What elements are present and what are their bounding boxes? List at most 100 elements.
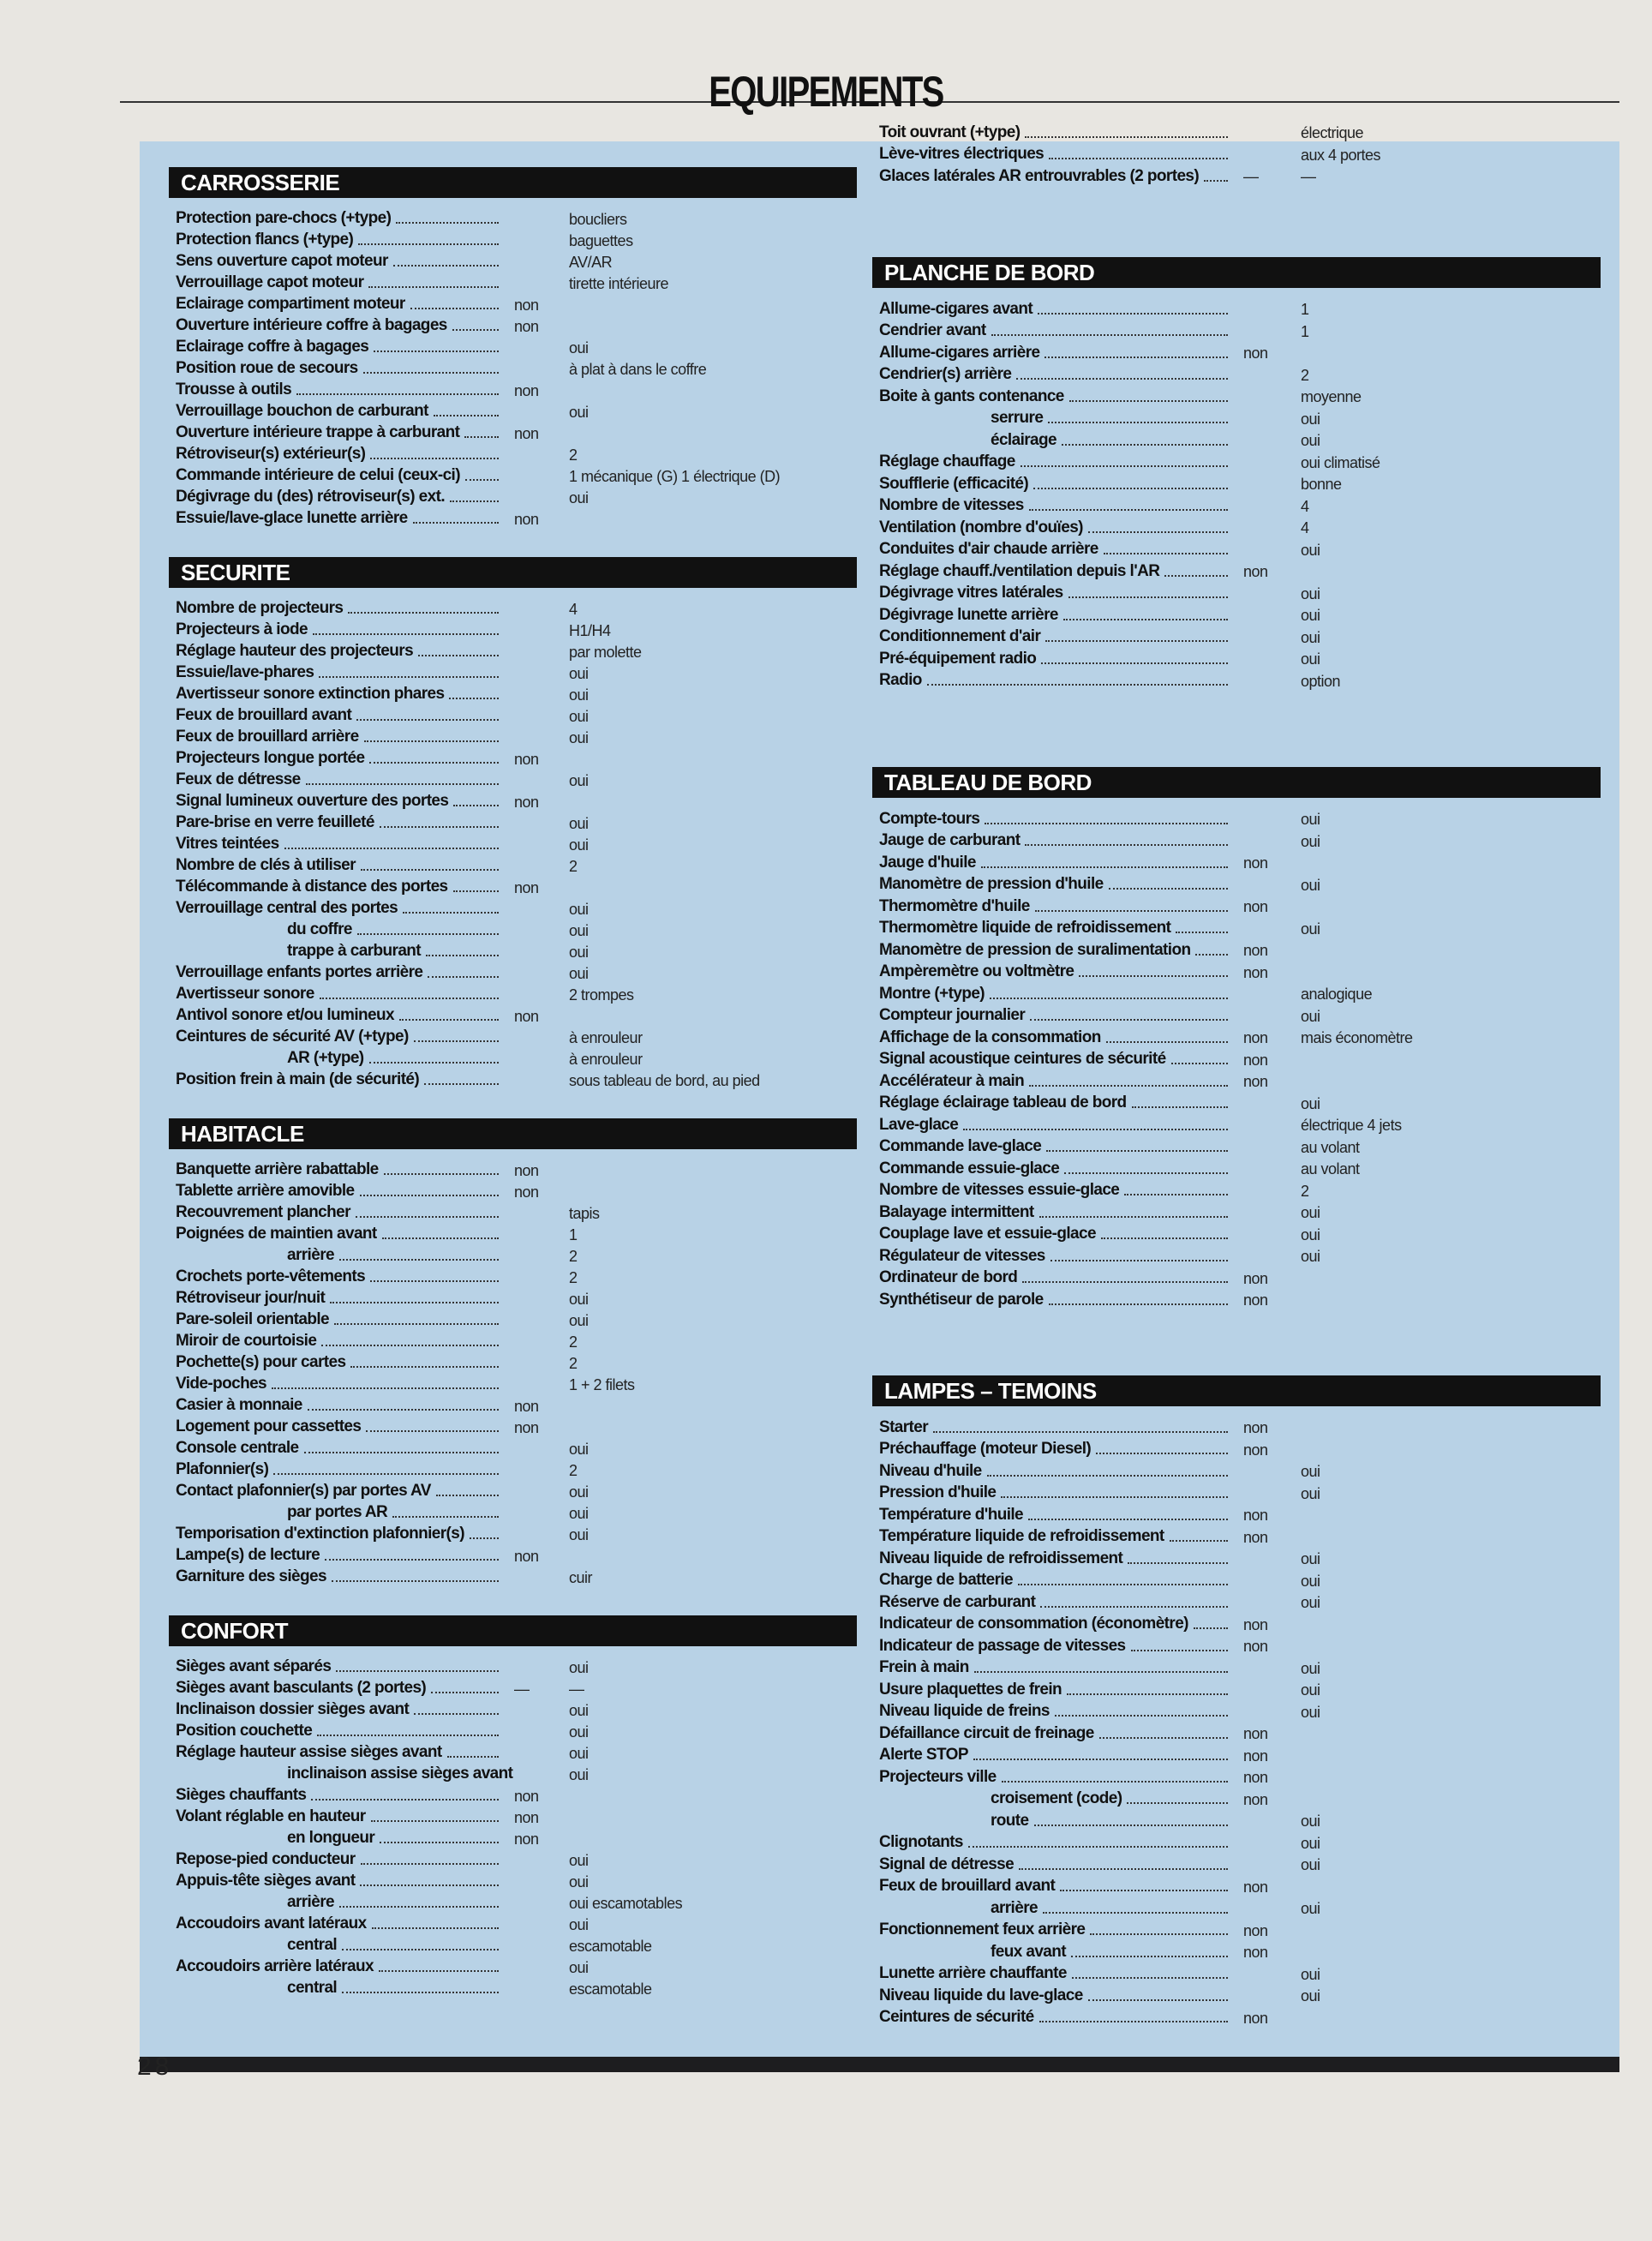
row-label: Garniture des sièges bbox=[176, 1565, 502, 1586]
dot-leader bbox=[464, 479, 499, 481]
row-label: Réglage chauffage bbox=[879, 450, 1231, 472]
label: Alerte STOP bbox=[879, 1746, 969, 1764]
row-label: Jauge d'huile bbox=[879, 850, 1231, 872]
label: Repose-pied conducteur bbox=[176, 1850, 356, 1868]
dot-leader bbox=[1127, 1802, 1228, 1804]
non-value: non bbox=[1243, 942, 1268, 959]
label: serrure bbox=[991, 409, 1044, 427]
non-value: non bbox=[514, 1788, 539, 1805]
row-label: Conduites d'air chaude arrière bbox=[879, 537, 1231, 560]
value: 2 bbox=[1301, 366, 1309, 384]
value: aux 4 portes bbox=[1301, 146, 1381, 164]
value: 1 bbox=[1301, 301, 1309, 318]
dot-leader bbox=[374, 351, 499, 352]
dot-leader bbox=[985, 822, 1228, 824]
row-label: Accélérateur à main bbox=[879, 1069, 1231, 1091]
value: à plat à dans le coffre bbox=[569, 361, 707, 378]
non-value: — bbox=[514, 1681, 530, 1698]
row-label: Thermomètre d'huile bbox=[879, 894, 1231, 916]
label: Allume-cigares arrière bbox=[879, 343, 1040, 362]
label: Clignotants bbox=[879, 1833, 964, 1851]
row-label: Nombre de vitesses bbox=[879, 494, 1231, 516]
dot-leader bbox=[1048, 1303, 1228, 1305]
value: oui bbox=[1301, 1248, 1320, 1265]
value: oui bbox=[569, 836, 589, 854]
label: Console centrale bbox=[176, 1439, 299, 1457]
label: Thermomètre d'huile bbox=[879, 896, 1030, 915]
non-value: non bbox=[1243, 898, 1268, 915]
label: Signal de détresse bbox=[879, 1855, 1015, 1873]
label: inclinaison assise sièges avant bbox=[287, 1765, 513, 1783]
label: Feux de détresse bbox=[176, 770, 301, 788]
label: Signal acoustique ceintures de sécurité bbox=[879, 1050, 1166, 1068]
value: oui bbox=[1301, 650, 1320, 668]
label: Réserve de carburant bbox=[879, 1592, 1036, 1611]
label: Couplage lave et essuie-glace bbox=[879, 1225, 1097, 1243]
value: oui bbox=[1301, 607, 1320, 624]
label: Ordinateur de bord bbox=[879, 1268, 1018, 1286]
row-label: Trousse à outils bbox=[176, 378, 502, 399]
value: escamotable bbox=[569, 1980, 652, 1998]
value: 2 bbox=[569, 446, 578, 464]
label: Réglage chauffage bbox=[879, 452, 1015, 470]
row-label: Feux de brouillard arrière bbox=[176, 725, 502, 746]
non-value: non bbox=[1243, 2009, 1268, 2027]
label: éclairage bbox=[991, 430, 1057, 449]
label: Starter bbox=[879, 1417, 929, 1436]
value: 1 mécanique (G) 1 électrique (D) bbox=[569, 468, 781, 485]
label: Eclairage compartiment moteur bbox=[176, 295, 405, 313]
non-value: non bbox=[514, 382, 539, 399]
row-label: Couplage lave et essuie-glace bbox=[879, 1222, 1231, 1244]
dot-leader bbox=[1195, 953, 1228, 956]
row-label: Toit ouvrant (+type) bbox=[879, 120, 1231, 142]
row-label: Repose-pied conducteur bbox=[176, 1848, 502, 1869]
label: Pré-équipement radio bbox=[879, 649, 1037, 668]
section-header: PLANCHE DE BORD bbox=[872, 257, 1601, 288]
row-label: Compte-tours bbox=[879, 806, 1231, 829]
value: à enrouleur bbox=[569, 1051, 643, 1068]
value: tapis bbox=[569, 1205, 600, 1222]
label: Sièges chauffants bbox=[176, 1786, 307, 1804]
label: Ventilation (nombre d'ouïes) bbox=[879, 518, 1084, 536]
label: Avertisseur sonore bbox=[176, 985, 314, 1003]
dot-leader bbox=[1040, 1605, 1228, 1608]
dot-leader bbox=[433, 415, 499, 416]
value: oui bbox=[569, 1312, 589, 1329]
dot-leader bbox=[1131, 1106, 1228, 1108]
label: Commande lave-glace bbox=[879, 1137, 1042, 1155]
dot-leader bbox=[1022, 1281, 1228, 1283]
page-title: EQUIPEMENTS bbox=[709, 68, 944, 116]
value: oui bbox=[569, 708, 589, 725]
row-label: Boite à gants contenance bbox=[879, 384, 1231, 406]
dot-leader bbox=[418, 655, 499, 656]
row-label: Vide-poches bbox=[176, 1372, 502, 1393]
dot-leader bbox=[980, 866, 1228, 868]
row-label: Ventilation (nombre d'ouïes) bbox=[879, 515, 1231, 537]
label: Pare-brise en verre feuilleté bbox=[176, 813, 374, 831]
label: Nombre de projecteurs bbox=[176, 599, 344, 617]
dot-leader bbox=[1045, 640, 1228, 642]
dot-leader bbox=[305, 783, 499, 785]
row-label: Ouverture intérieure trappe à carburant bbox=[176, 421, 502, 442]
dot-leader bbox=[1164, 574, 1228, 577]
row-label: Avertisseur sonore extinction phares bbox=[176, 682, 502, 704]
label: Verrouillage capot moteur bbox=[176, 273, 364, 291]
label: Avertisseur sonore extinction phares bbox=[176, 685, 445, 703]
value: 4 bbox=[569, 601, 578, 618]
dot-leader bbox=[1025, 844, 1228, 846]
dot-leader bbox=[1029, 1084, 1228, 1087]
dot-leader bbox=[1020, 465, 1228, 467]
dot-leader bbox=[1033, 1824, 1228, 1826]
dot-leader bbox=[383, 1173, 499, 1175]
label: croisement (code) bbox=[991, 1789, 1122, 1807]
dot-leader bbox=[381, 1237, 499, 1239]
dot-leader bbox=[1038, 2021, 1228, 2022]
label: Jauge de carburant bbox=[879, 831, 1021, 849]
dot-leader bbox=[370, 458, 499, 459]
dot-leader bbox=[272, 1387, 499, 1389]
value: oui bbox=[569, 1959, 589, 1976]
label: Cendrier avant bbox=[879, 321, 986, 339]
label: Conduites d'air chaude arrière bbox=[879, 540, 1098, 558]
row-label: Manomètre de pression de suralimentation bbox=[879, 938, 1231, 960]
label: Préchauffage (moteur Diesel) bbox=[879, 1440, 1092, 1458]
